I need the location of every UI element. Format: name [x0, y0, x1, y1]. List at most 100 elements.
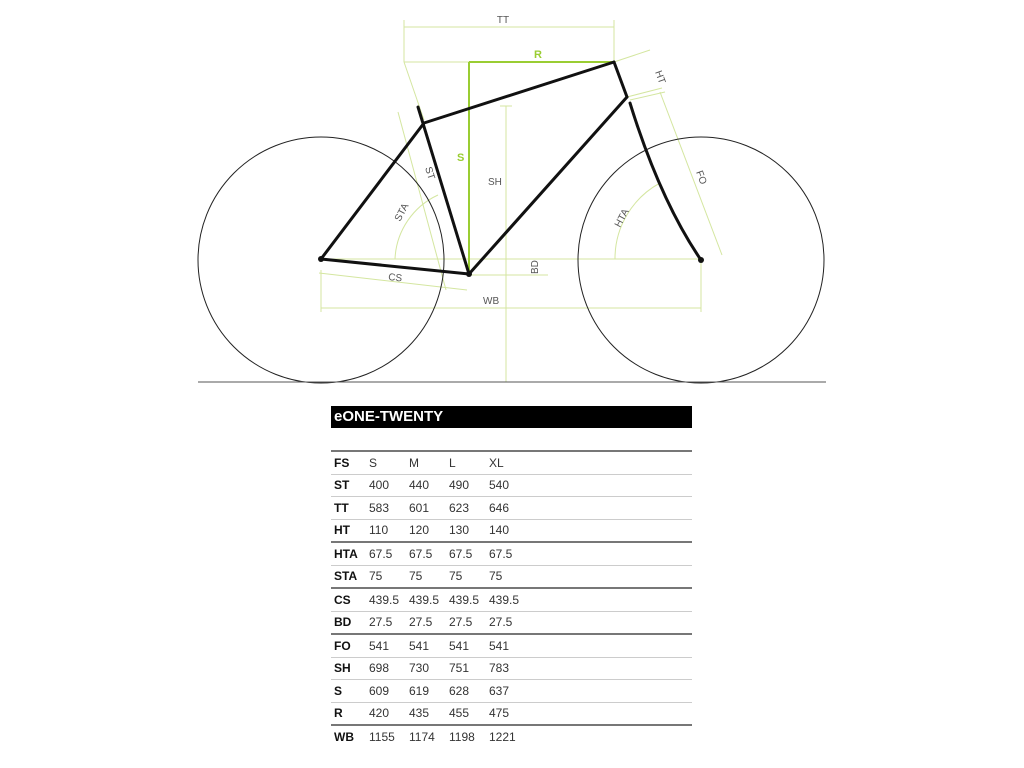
row-key: R: [331, 701, 369, 725]
row-key: SH: [331, 656, 369, 680]
spacer: [529, 633, 692, 657]
table-row: S 609 619 628 637: [331, 679, 692, 702]
cell-value: 67.5: [449, 541, 489, 565]
row-key: FS: [331, 450, 369, 474]
model-title: eONE-TWENTY: [331, 406, 692, 428]
row-key: CS: [331, 587, 369, 611]
row-key: BD: [331, 610, 369, 634]
cell-value: 75: [449, 564, 489, 588]
cell-value: 110: [369, 518, 409, 542]
cell-value: 541: [449, 633, 489, 657]
spacer: [529, 587, 692, 611]
cell-value: 440: [409, 473, 449, 497]
row-key: S: [331, 679, 369, 702]
table-header-row: FS S M L XL: [331, 450, 692, 474]
cell-value: 435: [409, 701, 449, 725]
spacer: [529, 496, 692, 519]
table-row: TT 583 601 623 646: [331, 496, 692, 519]
row-key: HTA: [331, 541, 369, 565]
table-row: STA 75 75 75 75: [331, 564, 692, 588]
cell-value: 27.5: [409, 610, 449, 634]
chain-stay: [319, 257, 471, 276]
spacer: [529, 610, 692, 634]
cell-value: 27.5: [449, 610, 489, 634]
cell-value: 619: [409, 679, 449, 702]
bike-geometry-diagram: TT R HT ST S SH STA FO HTA CS BD WB: [197, 15, 826, 384]
rear-wheel: [197, 136, 445, 384]
geometry-table: FS S M L XL ST 400 440 490 540 TT 583 601 623 646 HT 110…: [331, 450, 692, 748]
label-sta: STA: [393, 201, 412, 223]
seat-stay: [319, 121, 426, 261]
head-tube: [612, 60, 629, 99]
spacer: [529, 564, 692, 588]
cell-value: 730: [409, 656, 449, 680]
cell-value: 1155: [369, 724, 409, 748]
table-row: R 420 435 455 475: [331, 701, 692, 725]
cell-value: XL: [489, 450, 529, 474]
spacer: [529, 450, 692, 474]
cell-value: 1198: [449, 724, 489, 748]
cell-value: M: [409, 450, 449, 474]
seat-tube: [416, 105, 471, 276]
cell-value: 541: [369, 633, 409, 657]
cell-value: L: [449, 450, 489, 474]
table-row: FO 541 541 541 541: [331, 633, 692, 657]
wheels: [197, 136, 826, 384]
row-key: STA: [331, 564, 369, 588]
cell-value: 67.5: [369, 541, 409, 565]
table-row: BD 27.5 27.5 27.5 27.5: [331, 610, 692, 634]
label-tt: TT: [497, 15, 509, 26]
cell-value: 783: [489, 656, 529, 680]
cell-value: 1174: [409, 724, 449, 748]
cell-value: 540: [489, 473, 529, 497]
cell-value: 439.5: [409, 587, 449, 611]
spacer: [529, 473, 692, 497]
cell-value: 420: [369, 701, 409, 725]
top-tube: [422, 60, 616, 125]
cell-value: 475: [489, 701, 529, 725]
cell-value: 646: [489, 496, 529, 519]
label-s: S: [457, 152, 464, 164]
cell-value: 490: [449, 473, 489, 497]
row-key: WB: [331, 724, 369, 748]
cell-value: 140: [489, 518, 529, 542]
table-row: HT 110 120 130 140: [331, 518, 692, 542]
cell-value: 601: [409, 496, 449, 519]
cell-value: 1221: [489, 724, 529, 748]
table-row: ST 400 440 490 540: [331, 473, 692, 497]
cell-value: 637: [489, 679, 529, 702]
label-r: R: [534, 49, 542, 61]
row-key: ST: [331, 473, 369, 497]
cell-value: 75: [409, 564, 449, 588]
label-st: ST: [422, 166, 436, 182]
cell-value: 27.5: [369, 610, 409, 634]
spacer: [529, 518, 692, 542]
spacer: [529, 701, 692, 725]
cell-value: 455: [449, 701, 489, 725]
label-bd: BD: [530, 260, 541, 274]
cell-value: 27.5: [489, 610, 529, 634]
label-wb: WB: [483, 296, 499, 307]
label-ht: HT: [652, 69, 667, 85]
row-key: HT: [331, 518, 369, 542]
cell-value: 75: [489, 564, 529, 588]
cell-value: 130: [449, 518, 489, 542]
spacer: [529, 679, 692, 702]
front-wheel: [577, 136, 825, 384]
table-row: CS 439.5 439.5 439.5 439.5: [331, 587, 692, 611]
cell-value: 751: [449, 656, 489, 680]
spacer: [529, 724, 692, 748]
label-sh: SH: [488, 177, 502, 188]
reach-stack-lines: [468, 61, 614, 274]
cell-value: 400: [369, 473, 409, 497]
cell-value: 628: [449, 679, 489, 702]
table-row: SH 698 730 751 783: [331, 656, 692, 680]
table-row: HTA 67.5 67.5 67.5 67.5: [331, 541, 692, 565]
cell-value: 120: [409, 518, 449, 542]
label-fo: FO: [693, 169, 708, 186]
spacer: [529, 541, 692, 565]
table-row: WB 1155 1174 1198 1221: [331, 724, 692, 748]
down-tube: [467, 95, 629, 276]
spacer: [529, 656, 692, 680]
frame: [319, 60, 703, 276]
